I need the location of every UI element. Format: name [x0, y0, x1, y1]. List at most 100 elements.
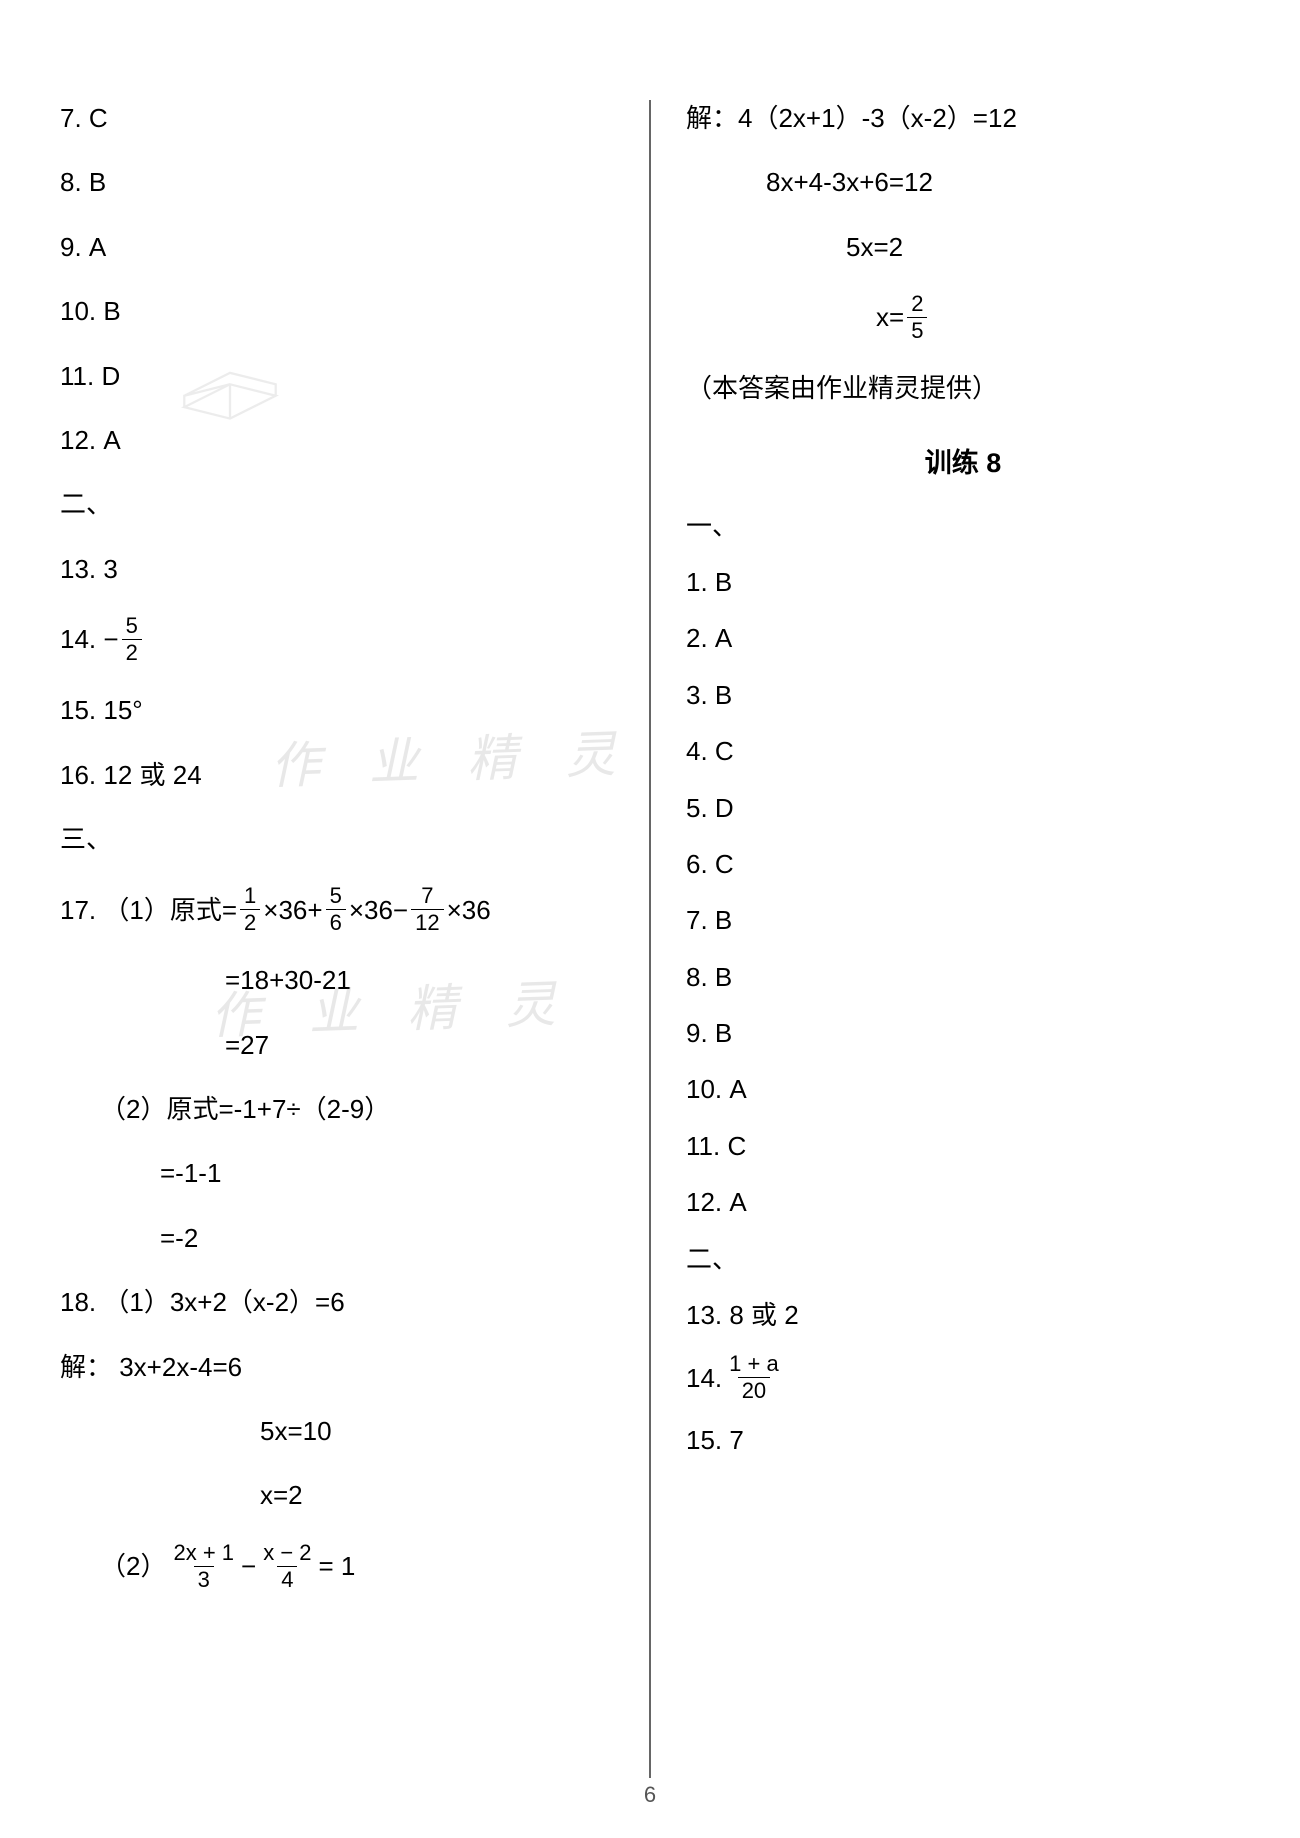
section-2-header: 二、	[60, 486, 614, 522]
answer-7: 7. C	[60, 100, 614, 136]
section-3-header: 三、	[60, 821, 614, 857]
n: 5	[326, 885, 346, 909]
q17-2-line1: （2）原式=-1+7÷（2-9）	[60, 1091, 614, 1127]
v: D	[715, 790, 734, 826]
n: 7	[417, 885, 437, 909]
v: B	[715, 959, 732, 995]
t1: ×36+	[263, 892, 322, 928]
d: 4	[277, 1566, 297, 1591]
q18-1-line2: 解： 3x+2x-4=6	[60, 1349, 614, 1385]
n: 9.	[686, 1015, 708, 1051]
r-answer-1: 1. B	[686, 564, 1240, 600]
d: 3	[194, 1566, 214, 1591]
page-number: 6	[644, 1782, 656, 1808]
v: A	[729, 1071, 746, 1107]
num: 9.	[60, 229, 82, 265]
r-answer-4: 4. C	[686, 733, 1240, 769]
frac1: 12	[240, 885, 260, 934]
t3: ×36	[447, 892, 491, 928]
q17-1-line3: =27	[60, 1027, 614, 1063]
frac2: 56	[326, 885, 346, 934]
v: B	[715, 677, 732, 713]
val: D	[101, 358, 120, 394]
answer-12: 12. A	[60, 422, 614, 458]
r-answer-3: 3. B	[686, 677, 1240, 713]
v: C	[715, 846, 734, 882]
solve-frac: 25	[907, 293, 927, 342]
n: 3.	[686, 677, 708, 713]
d: 12	[411, 909, 443, 934]
frac-b: x − 24	[259, 1542, 315, 1591]
q18-2-line1: （2） 2x + 13 − x − 24 = 1	[60, 1542, 614, 1591]
n: 1	[240, 885, 260, 909]
r-answer-11: 11. C	[686, 1128, 1240, 1164]
v: C	[715, 733, 734, 769]
solve-line1: 解：4（2x+1）-3（x-2）=12	[686, 100, 1240, 136]
r-answer-10: 10. A	[686, 1071, 1240, 1107]
solve-line4: x= 25	[686, 293, 1240, 342]
n: 7.	[686, 902, 708, 938]
d: 2	[240, 909, 260, 934]
frac3: 712	[411, 885, 443, 934]
n: 11.	[686, 1128, 720, 1164]
answer-10: 10. B	[60, 293, 614, 329]
training-8-title: 训练 8	[686, 441, 1240, 480]
solve-line2: 8x+4-3x+6=12	[686, 164, 1240, 200]
n: 8.	[686, 959, 708, 995]
solve-line3: 5x=2	[686, 229, 1240, 265]
column-divider	[649, 100, 651, 1778]
r-answer-7: 7. B	[686, 902, 1240, 938]
answer-9: 9. A	[60, 229, 614, 265]
prefix: 14.	[686, 1360, 722, 1396]
num: 8.	[60, 164, 82, 200]
v: B	[715, 1015, 732, 1051]
eq: = 1	[319, 1548, 356, 1584]
r-answer-2: 2. A	[686, 620, 1240, 656]
answer-11: 11. D	[60, 358, 614, 394]
val: B	[103, 293, 120, 329]
num: 7.	[60, 100, 82, 136]
q18-1-line3: 5x=10	[60, 1413, 614, 1449]
q17-2-line3: =-2	[60, 1220, 614, 1256]
prefix: （2）	[100, 1548, 166, 1584]
val: A	[89, 229, 106, 265]
val: A	[103, 422, 120, 458]
answer-14: 14. − 5 2	[60, 615, 614, 664]
answer-8: 8. B	[60, 164, 614, 200]
r-answer-13: 13. 8 或 2	[686, 1297, 1240, 1333]
answer-13: 13. 3	[60, 551, 614, 587]
n: 2.	[686, 620, 708, 656]
right-column: 解：4（2x+1）-3（x-2）=12 8x+4-3x+6=12 5x=2 x=…	[656, 100, 1240, 1778]
numerator: 5	[122, 615, 142, 639]
r-section-1: 一、	[686, 508, 1240, 544]
t2: ×36−	[349, 892, 408, 928]
prefix: 17. （1）原式=	[60, 892, 237, 928]
val: C	[89, 100, 108, 136]
q18-1-line1: 18. （1）3x+2（x-2）=6	[60, 1284, 614, 1320]
val: B	[89, 164, 106, 200]
num: 10.	[60, 293, 96, 329]
num: 12.	[60, 422, 96, 458]
left-column: 7. C 8. B 9. A 10. B 11. D 12. A 二、 13. …	[60, 100, 644, 1778]
a14-fraction: 5 2	[122, 615, 142, 664]
v: C	[727, 1128, 746, 1164]
n: 2x + 1	[169, 1542, 238, 1566]
v: B	[715, 902, 732, 938]
answer-16: 16. 12 或 24	[60, 757, 614, 793]
n: 4.	[686, 733, 708, 769]
q17-1-line2: =18+30-21	[60, 962, 614, 998]
d: 5	[907, 317, 927, 342]
v: A	[729, 1184, 746, 1220]
q17-2-line2: =-1-1	[60, 1155, 614, 1191]
q17-1-line1: 17. （1）原式= 12 ×36+ 56 ×36− 712 ×36	[60, 885, 614, 934]
n: 10.	[686, 1071, 722, 1107]
d: 6	[326, 909, 346, 934]
r-answer-15: 15. 7	[686, 1422, 1240, 1458]
n: 12.	[686, 1184, 722, 1220]
r-section-2: 二、	[686, 1241, 1240, 1277]
n: 1.	[686, 564, 708, 600]
v: A	[715, 620, 732, 656]
d: 20	[738, 1377, 770, 1402]
n: x − 2	[259, 1542, 315, 1566]
r-answer-14: 14. 1 + a 20	[686, 1353, 1240, 1402]
